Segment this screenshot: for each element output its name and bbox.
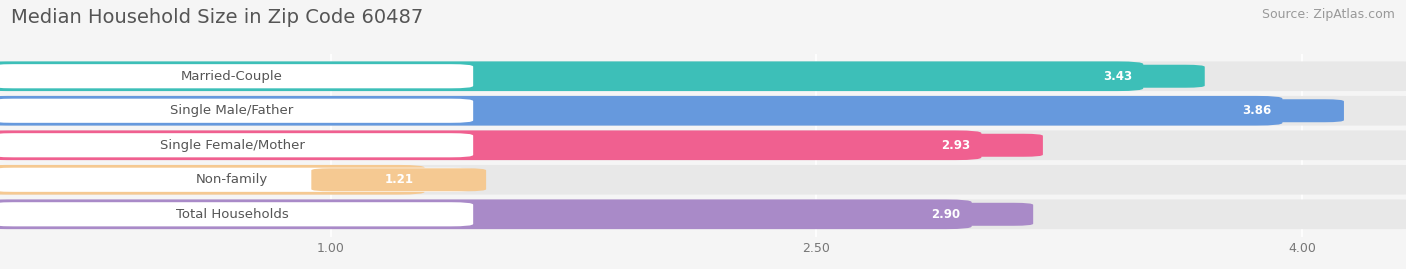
FancyBboxPatch shape [0,165,425,194]
Text: Median Household Size in Zip Code 60487: Median Household Size in Zip Code 60487 [11,8,423,27]
FancyBboxPatch shape [0,199,972,229]
FancyBboxPatch shape [868,134,1043,157]
Text: 3.43: 3.43 [1102,70,1132,83]
Text: Single Male/Father: Single Male/Father [170,104,294,117]
FancyBboxPatch shape [0,130,1406,160]
FancyBboxPatch shape [0,165,1406,194]
Text: Single Female/Mother: Single Female/Mother [159,139,305,152]
FancyBboxPatch shape [0,96,1282,126]
Text: Source: ZipAtlas.com: Source: ZipAtlas.com [1261,8,1395,21]
Text: 2.90: 2.90 [931,208,960,221]
Text: 2.93: 2.93 [941,139,970,152]
FancyBboxPatch shape [0,61,1406,91]
FancyBboxPatch shape [0,96,1406,126]
Text: Total Households: Total Households [176,208,288,221]
Text: Non-family: Non-family [195,173,269,186]
FancyBboxPatch shape [0,202,474,226]
FancyBboxPatch shape [1170,99,1344,122]
FancyBboxPatch shape [0,199,1406,229]
Text: 1.21: 1.21 [384,173,413,186]
FancyBboxPatch shape [0,130,981,160]
FancyBboxPatch shape [0,64,474,88]
FancyBboxPatch shape [0,133,474,157]
FancyBboxPatch shape [1031,65,1205,88]
FancyBboxPatch shape [0,61,1143,91]
Text: 3.86: 3.86 [1241,104,1271,117]
FancyBboxPatch shape [859,203,1033,226]
Text: Married-Couple: Married-Couple [181,70,283,83]
FancyBboxPatch shape [0,168,474,192]
FancyBboxPatch shape [0,99,474,123]
FancyBboxPatch shape [311,168,486,191]
